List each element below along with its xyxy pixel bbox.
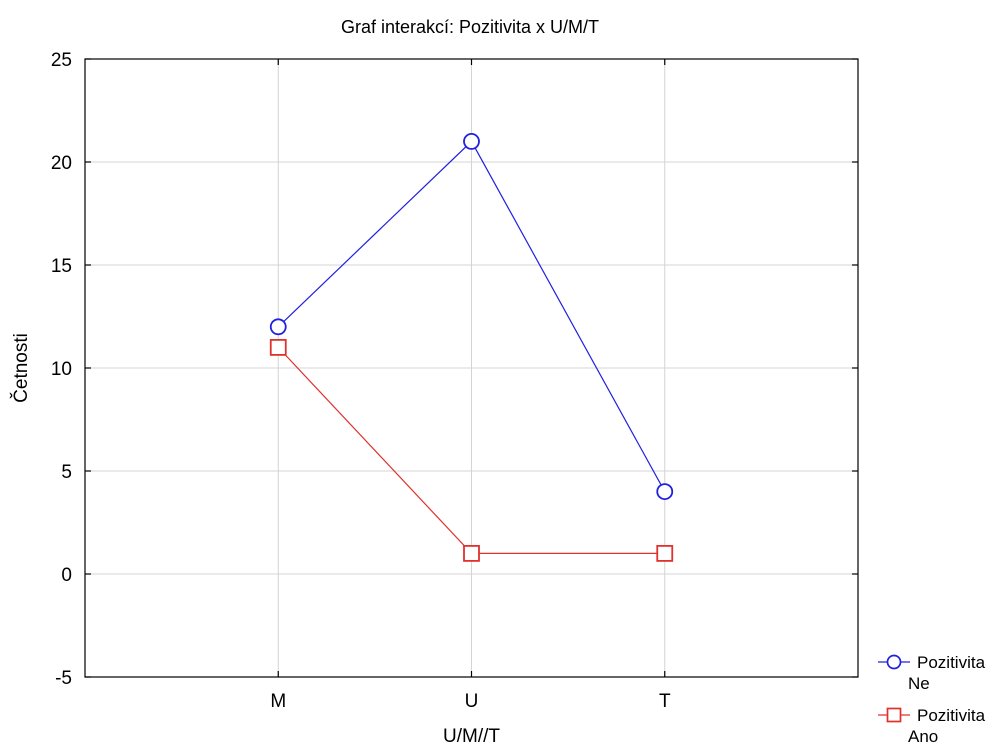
data-point-square (656, 545, 674, 562)
y-tick-label: 20 (51, 153, 72, 174)
y-tick-label: 10 (51, 359, 72, 380)
legend: Pozitivita Ne Pozitivita Ano (878, 653, 986, 746)
data-point-square (269, 338, 287, 356)
y-tick-label: 15 (51, 256, 72, 277)
legend-marker-square (886, 707, 902, 723)
series-lines (269, 132, 674, 562)
data-point-circle (656, 483, 674, 501)
series-1 (269, 132, 674, 501)
y-axis-ticks: -5 0 5 10 15 20 25 (51, 50, 858, 689)
data-point-circle (269, 318, 287, 336)
legend-item: Pozitivita Ne (878, 653, 986, 693)
y-tick-label: 0 (61, 565, 72, 586)
x-axis-label: U/M//T (443, 726, 500, 747)
series-2 (269, 338, 674, 562)
y-tick-label: -5 (55, 668, 72, 689)
y-axis-label: Četnosti (10, 333, 32, 403)
data-point-square (463, 545, 480, 562)
legend-marker-circle (886, 654, 902, 670)
legend-item: Pozitivita Ano (878, 706, 986, 746)
legend-label: Pozitivita Ano (908, 706, 986, 746)
x-tick-label: M (270, 691, 286, 712)
chart-title: Graf interakcí: Pozitivita x U/M/T (341, 17, 599, 37)
x-tick-label: U (465, 691, 479, 712)
y-tick-label: 5 (61, 462, 72, 483)
legend-label: Pozitivita Ne (908, 653, 986, 693)
y-tick-label: 25 (51, 50, 72, 71)
data-point-circle (463, 132, 480, 150)
x-tick-label: T (659, 691, 671, 712)
